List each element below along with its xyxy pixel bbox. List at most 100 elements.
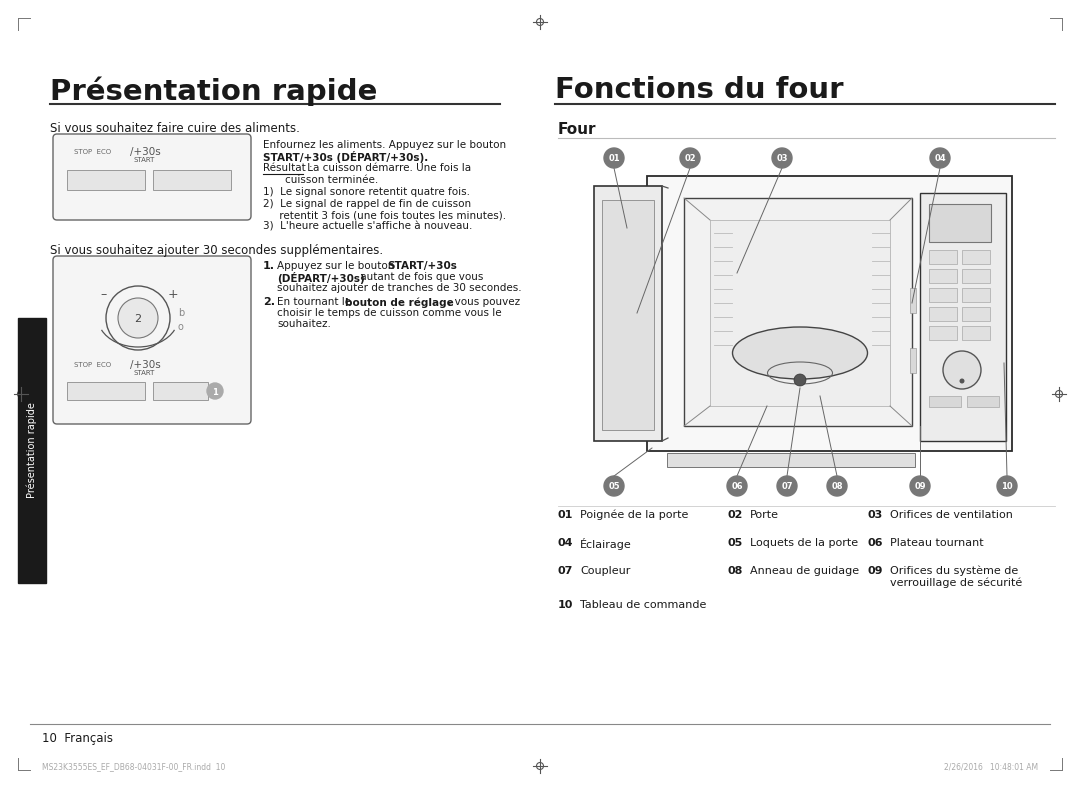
Text: Enfournez les aliments. Appuyez sur le bouton: Enfournez les aliments. Appuyez sur le b… [264, 140, 507, 150]
Circle shape [118, 298, 158, 338]
Text: 08: 08 [728, 566, 743, 576]
Text: Plateau tournant: Plateau tournant [890, 538, 984, 548]
Text: Orifices du système de: Orifices du système de [890, 566, 1018, 577]
Text: souhaitez ajouter de tranches de 30 secondes.: souhaitez ajouter de tranches de 30 seco… [276, 283, 522, 293]
Bar [962, 250, 990, 264]
Text: 10  Français: 10 Français [42, 732, 113, 745]
Text: autant de fois que vous: autant de fois que vous [357, 272, 484, 282]
Circle shape [910, 476, 930, 496]
Text: Appuyez sur le bouton: Appuyez sur le bouton [276, 261, 397, 271]
Text: Poignée de la porte: Poignée de la porte [580, 510, 688, 521]
Bar [710, 220, 890, 406]
Circle shape [727, 476, 747, 496]
Bar [602, 200, 654, 430]
Text: 3)  L'heure actuelle s'affiche à nouveau.: 3) L'heure actuelle s'affiche à nouveau. [264, 221, 472, 232]
Circle shape [207, 383, 222, 399]
Text: STOP  ECO: STOP ECO [75, 362, 111, 368]
Text: Tableau de commande: Tableau de commande [580, 600, 706, 610]
Text: 03: 03 [777, 154, 787, 163]
Bar [929, 307, 957, 321]
Text: 10: 10 [558, 600, 573, 610]
Bar [67, 170, 145, 190]
Text: La cuisson démarre. Une fois la: La cuisson démarre. Une fois la [303, 163, 471, 173]
Circle shape [777, 476, 797, 496]
Bar [929, 326, 957, 340]
Text: START: START [133, 370, 154, 376]
Circle shape [959, 378, 964, 384]
Text: 2.: 2. [264, 297, 275, 307]
Text: (DÉPART/+30s): (DÉPART/+30s) [276, 272, 365, 284]
Text: 2/26/2016   10:48:01 AM: 2/26/2016 10:48:01 AM [944, 762, 1038, 771]
Text: Porte: Porte [750, 510, 779, 520]
Bar [910, 288, 916, 313]
Text: choisir le temps de cuisson comme vous le: choisir le temps de cuisson comme vous l… [276, 308, 501, 318]
Text: 07: 07 [781, 482, 793, 491]
Bar [929, 204, 991, 242]
Bar [929, 250, 957, 264]
Text: 1: 1 [212, 388, 218, 396]
Text: Fonctions du four: Fonctions du four [555, 76, 843, 104]
Text: 09: 09 [868, 566, 883, 576]
Bar [67, 382, 145, 400]
Circle shape [930, 148, 950, 168]
Text: +: + [168, 288, 178, 301]
Text: 04: 04 [934, 154, 946, 163]
Text: START/+30s: START/+30s [387, 261, 457, 271]
Bar [647, 176, 1012, 451]
Circle shape [794, 374, 806, 386]
Text: Si vous souhaitez ajouter 30 secondes supplémentaires.: Si vous souhaitez ajouter 30 secondes su… [50, 244, 383, 257]
Text: En tournant le: En tournant le [276, 297, 354, 307]
Text: 2)  Le signal de rappel de fin de cuisson: 2) Le signal de rappel de fin de cuisson [264, 199, 471, 209]
Circle shape [827, 476, 847, 496]
Circle shape [997, 476, 1017, 496]
Circle shape [772, 148, 792, 168]
Bar [153, 382, 208, 400]
Text: , vous pouvez: , vous pouvez [448, 297, 521, 307]
Bar [18, 318, 46, 583]
Circle shape [604, 476, 624, 496]
Text: 1)  Le signal sonore retentit quatre fois.: 1) Le signal sonore retentit quatre fois… [264, 187, 470, 197]
Text: /+30s: /+30s [130, 147, 161, 157]
Text: 03: 03 [868, 510, 883, 520]
Text: b: b [178, 308, 185, 318]
Text: Résultat :: Résultat : [264, 163, 312, 173]
Bar [929, 269, 957, 283]
Text: bouton de réglage: bouton de réglage [345, 297, 454, 307]
FancyBboxPatch shape [53, 256, 251, 424]
Text: Si vous souhaitez faire cuire des aliments.: Si vous souhaitez faire cuire des alimen… [50, 122, 300, 135]
Text: –: – [100, 288, 106, 301]
Text: 06: 06 [868, 538, 883, 548]
Bar [684, 198, 912, 426]
Circle shape [680, 148, 700, 168]
Text: Anneau de guidage: Anneau de guidage [750, 566, 859, 576]
Circle shape [943, 351, 981, 389]
Text: Présentation rapide: Présentation rapide [27, 402, 37, 498]
Text: 08: 08 [832, 482, 842, 491]
Text: 05: 05 [608, 482, 620, 491]
Bar [153, 170, 231, 190]
Bar [967, 396, 999, 407]
Bar [667, 453, 915, 467]
Text: o: o [178, 322, 184, 332]
Text: 07: 07 [558, 566, 573, 576]
Circle shape [604, 148, 624, 168]
Bar [929, 288, 957, 302]
Text: 01: 01 [558, 510, 573, 520]
Text: 2: 2 [134, 314, 141, 324]
Text: 1.: 1. [264, 261, 275, 271]
Text: verrouillage de sécurité: verrouillage de sécurité [890, 578, 1023, 589]
Text: 02: 02 [728, 510, 743, 520]
Text: retentit 3 fois (une fois toutes les minutes).: retentit 3 fois (une fois toutes les min… [264, 210, 507, 220]
Bar [962, 288, 990, 302]
Text: 06: 06 [731, 482, 743, 491]
Bar [962, 269, 990, 283]
Text: /+30s: /+30s [130, 360, 161, 370]
Bar [929, 396, 961, 407]
Text: Loquets de la porte: Loquets de la porte [750, 538, 859, 548]
Text: Orifices de ventilation: Orifices de ventilation [890, 510, 1013, 520]
Text: START/+30s (DÉPART/+30s).: START/+30s (DÉPART/+30s). [264, 151, 429, 163]
Text: 04: 04 [558, 538, 573, 548]
FancyBboxPatch shape [53, 134, 251, 220]
Text: 10: 10 [1001, 482, 1013, 491]
Bar [962, 326, 990, 340]
